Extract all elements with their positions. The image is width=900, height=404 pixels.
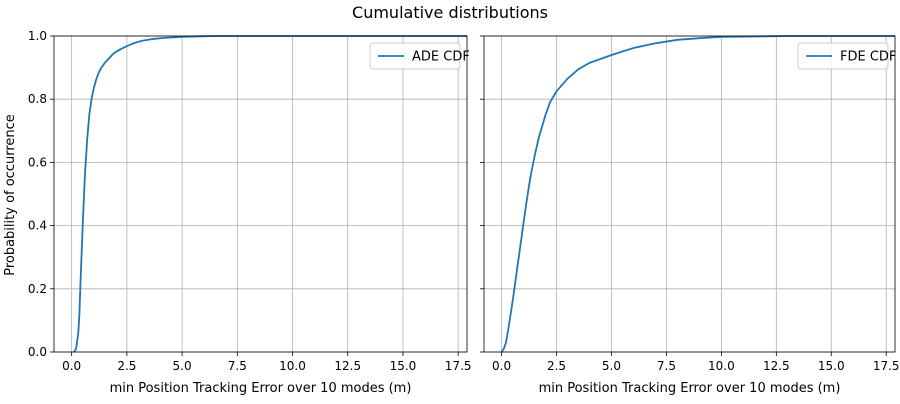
x-tick-label: 0.0 (492, 359, 511, 373)
figure-title: Cumulative distributions (352, 3, 548, 22)
x-tick-label: 5.0 (602, 359, 621, 373)
x-tick-label: 12.5 (334, 359, 361, 373)
legend-label: FDE CDF (840, 50, 896, 65)
y-tick-label: 0.8 (28, 92, 47, 106)
legend-box (797, 42, 889, 70)
y-tick-label: 0.0 (28, 345, 47, 359)
x-tick-label: 2.5 (117, 359, 136, 373)
x-tick-label: 7.5 (228, 359, 247, 373)
fde-cdf-panel: 0.0 2.5 5.0 7.5 10.0 12.5 15.0 17.5 min Position… (480, 35, 900, 396)
x-tick-label: 10.0 (708, 359, 735, 373)
legend-box (369, 42, 461, 70)
x-tick-label: 0.0 (62, 359, 81, 373)
fde-cdf-line (500, 35, 788, 353)
y-tick-label: 0.2 (28, 282, 47, 296)
y-tick-label: 1.0 (28, 29, 47, 43)
x-axis-label: min Position Tracking Error over 10 mode… (110, 381, 412, 396)
x-tick-label: 12.5 (763, 359, 790, 373)
x-axis-label: min Position Tracking Error over 10 mode… (539, 381, 841, 396)
x-tick-label: 7.5 (657, 359, 676, 373)
axes-frame (483, 35, 896, 353)
x-tick-label: 15.0 (390, 359, 417, 373)
x-tick-label: 5.0 (173, 359, 192, 373)
x-tick-label: 10.0 (279, 359, 306, 373)
shared-y-axis-label: Probability of occurrence (3, 114, 18, 276)
x-tick-label: 2.5 (547, 359, 566, 373)
legend-label: ADE CDF (412, 50, 470, 65)
ade-cdf-panel: 0.0 2.5 5.0 7.5 10.0 12.5 15.0 17.5 0.0 0.2 0.4 0.6… (28, 29, 472, 396)
ade-cdf-line (73, 35, 238, 353)
x-tick-label: 17.5 (445, 359, 472, 373)
y-tick-label: 0.4 (28, 219, 47, 233)
y-tick-label: 0.6 (28, 155, 47, 169)
x-tick-label: 17.5 (873, 359, 900, 373)
x-tick-label: 15.0 (818, 359, 845, 373)
axes-frame (53, 35, 468, 353)
